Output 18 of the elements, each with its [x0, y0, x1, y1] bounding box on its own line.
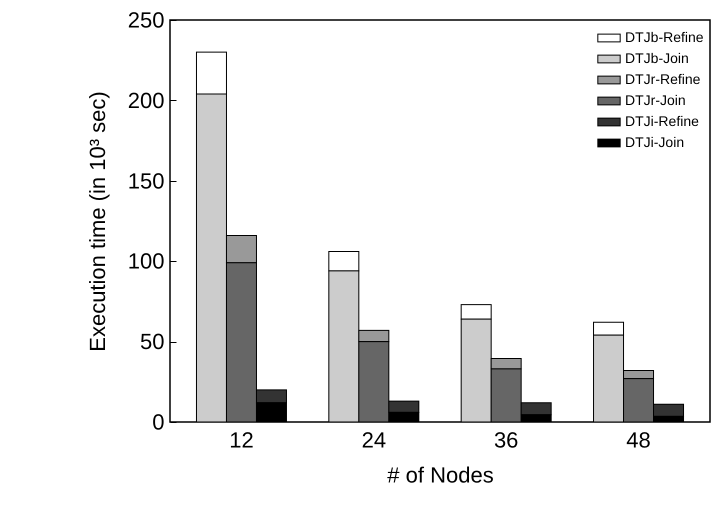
x-axis-title: # of Nodes: [387, 462, 494, 488]
x-tick-label: 36: [494, 428, 518, 452]
y-tick-label: 50: [140, 329, 164, 354]
x-tick-label: 12: [229, 428, 254, 452]
y-tick-label: 200: [128, 88, 164, 113]
y-tick-label: 150: [128, 168, 164, 194]
legend-label: DTJb-Join: [625, 50, 689, 66]
legend-label: DTJi-Join: [625, 134, 684, 150]
y-tick-label: 100: [128, 248, 164, 274]
legend-label: DTJb-Refine: [625, 29, 704, 45]
x-tick-label: 24: [362, 428, 386, 452]
legend-label: DTJi-Refine: [625, 113, 700, 129]
y-axis-title: Execution time (in 10³ sec): [84, 91, 110, 352]
legend-label: DTJr-Join: [625, 92, 686, 108]
legend-label: DTJr-Refine: [625, 71, 701, 87]
x-tick-label: 48: [626, 428, 651, 452]
y-tick-label: 250: [128, 8, 164, 32]
y-tick-label: 0: [152, 410, 164, 434]
